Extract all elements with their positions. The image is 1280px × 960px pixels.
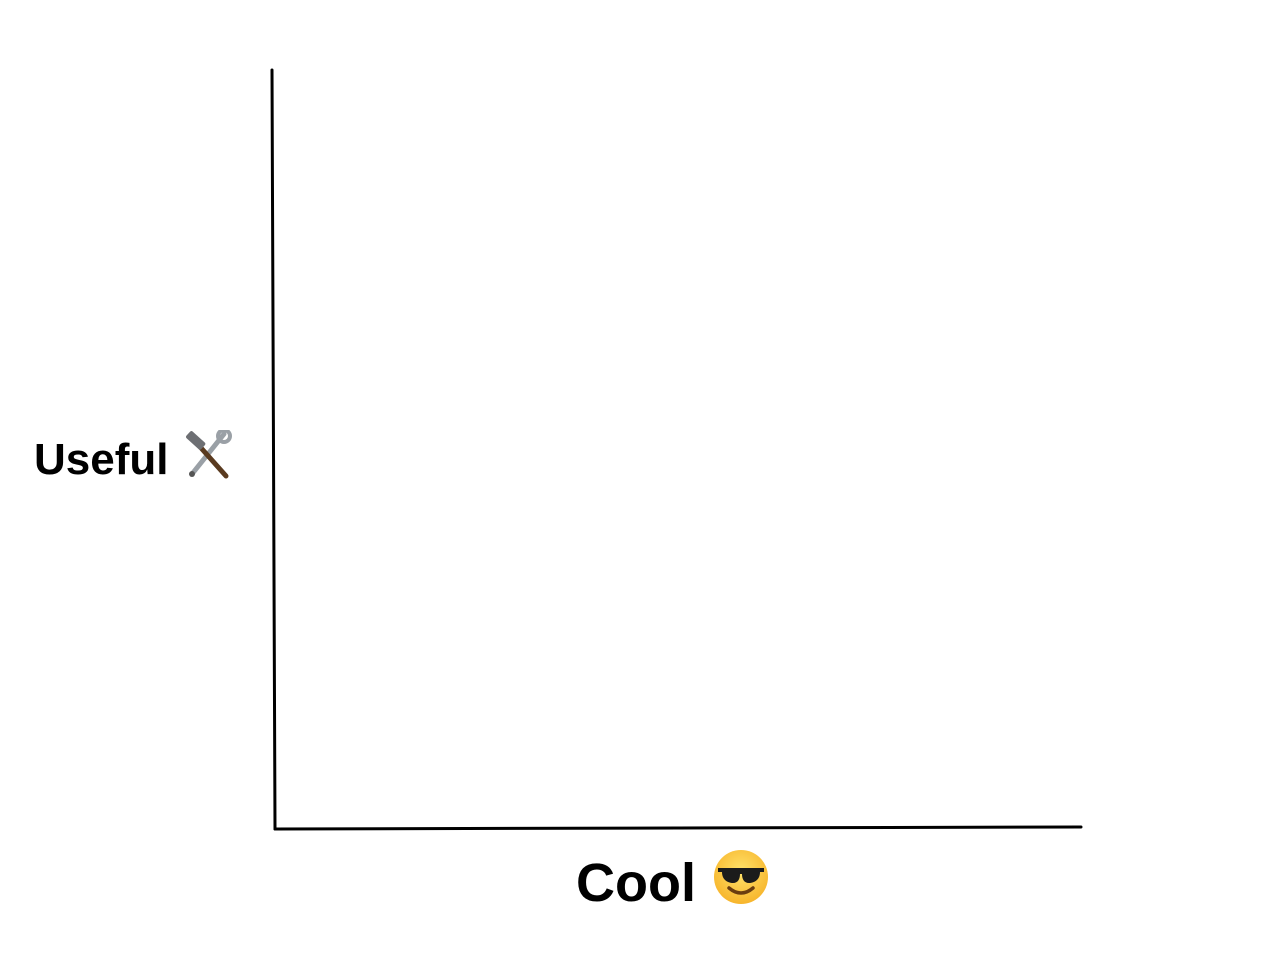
smiling-face-with-sunglasses-icon xyxy=(712,848,770,919)
y-axis-label-text: Useful xyxy=(34,435,169,484)
hammer-and-wrench-icon xyxy=(184,427,233,491)
y-axis-line xyxy=(270,68,277,831)
x-axis-label: Cool xyxy=(576,848,770,918)
x-axis-line xyxy=(273,825,1083,831)
y-axis-label: Useful xyxy=(34,427,233,491)
x-axis-label-text: Cool xyxy=(576,853,696,913)
